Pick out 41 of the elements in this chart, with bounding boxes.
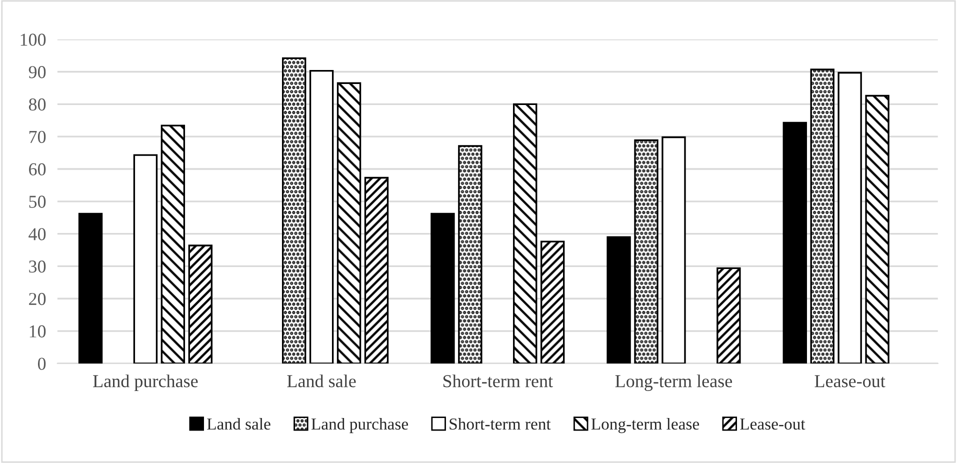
bar <box>606 236 631 364</box>
y-tick-label: 100 <box>20 34 46 46</box>
y-tick-label: 80 <box>28 98 46 111</box>
x-tick-label: Land sale <box>287 374 356 388</box>
y-tick-label: 10 <box>30 325 46 338</box>
bar <box>160 124 186 364</box>
x-tick-label: Lease-out <box>814 375 886 388</box>
x-tick-label: Long-term lease <box>615 374 732 391</box>
bar <box>662 136 686 364</box>
bar <box>282 57 306 364</box>
bar <box>716 267 741 364</box>
y-tick-label: 90 <box>28 66 46 78</box>
x-tick-label: Land purchase <box>93 374 198 391</box>
legend-label: Lease-out <box>740 418 806 430</box>
bar <box>188 244 212 364</box>
bar <box>838 72 862 364</box>
y-tick-label: 0 <box>38 358 46 370</box>
bar <box>430 212 455 364</box>
bar <box>513 103 538 364</box>
legend-label: Land purchase <box>311 418 408 434</box>
bar <box>782 122 807 364</box>
y-tick-label: 20 <box>29 292 46 306</box>
x-tick-label: Short-term rent <box>443 374 553 388</box>
bar <box>810 68 834 364</box>
bar <box>309 70 334 364</box>
legend-label: Long-term lease <box>591 418 700 434</box>
bar <box>458 145 482 364</box>
bar <box>336 82 362 364</box>
bar <box>540 240 565 364</box>
y-tick-label: 70 <box>29 130 46 144</box>
y-tick-label: 50 <box>29 196 46 208</box>
bar <box>78 212 103 364</box>
y-tick-label: 60 <box>29 163 46 176</box>
bar <box>634 139 658 364</box>
legend-label: Land sale <box>207 418 270 430</box>
y-tick-label: 40 <box>28 228 46 240</box>
bar <box>865 94 890 364</box>
bar <box>364 176 389 364</box>
y-tick-label: 30 <box>29 260 46 273</box>
bar <box>133 154 158 364</box>
legend-label: Short-term rent <box>450 418 551 430</box>
